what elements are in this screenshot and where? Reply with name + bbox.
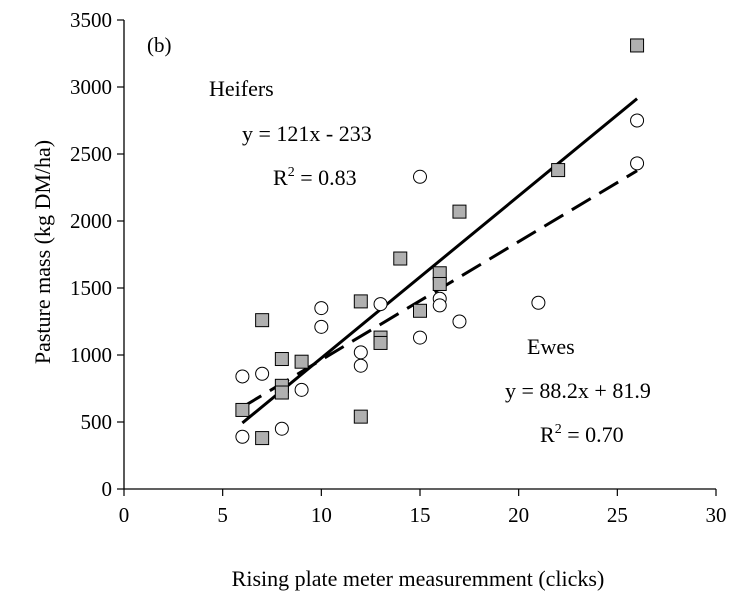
ewes-r2-value: = 0.70 (562, 422, 624, 447)
heifers-equation: y = 121x - 233 (242, 121, 372, 146)
x-tick-label: 0 (119, 503, 130, 527)
point-ewes (314, 301, 329, 316)
y-tick-label: 2500 (70, 142, 112, 166)
y-tick-label: 500 (81, 410, 113, 434)
point-heifers (452, 204, 467, 219)
point-ewes (432, 298, 447, 313)
x-tick-label: 30 (706, 503, 727, 527)
ewes-equation: y = 88.2x + 81.9 (505, 378, 651, 403)
x-axis-title: Rising plate meter measuremment (clicks) (232, 566, 605, 591)
axis-ticks: 0 5 10 15 20 25 30 0 500 1000 1500 2000 2500 3000 3500 (70, 8, 727, 527)
point-ewes (630, 113, 645, 128)
point-heifers (432, 276, 447, 291)
x-tick-label: 5 (217, 503, 228, 527)
y-tick-label: 0 (102, 477, 113, 501)
point-ewes (413, 169, 427, 184)
y-tick-label: 2000 (70, 209, 112, 233)
y-tick-label: 3500 (70, 8, 112, 32)
heifers-r-squared: R2 = 0.83 (273, 165, 357, 190)
fit-lines (241, 97, 639, 425)
point-ewes (255, 366, 270, 381)
heifers-r2-exponent: 2 (288, 165, 295, 180)
ewes-label: Ewes (527, 334, 575, 359)
heifers-r2-prefix: R (273, 165, 288, 190)
x-tick-label: 20 (508, 503, 529, 527)
point-heifers (274, 385, 289, 400)
ewes-r2-exponent: 2 (555, 422, 562, 437)
point-ewes (531, 295, 546, 310)
x-tick-label: 10 (311, 503, 332, 527)
point-heifers (373, 335, 388, 350)
point-ewes (235, 369, 250, 384)
point-ewes (452, 314, 467, 329)
point-heifers (294, 354, 309, 369)
y-axis-title: Pasture mass (kg DM/ha) (30, 140, 55, 364)
x-tick-label: 25 (607, 503, 628, 527)
point-ewes (630, 156, 645, 171)
point-ewes (413, 330, 427, 345)
point-ewes (274, 421, 289, 436)
point-ewes (353, 345, 368, 360)
point-heifers (393, 251, 408, 266)
x-tick-label: 15 (410, 503, 431, 527)
heifers-r2-value: = 0.83 (295, 165, 357, 190)
point-heifers (353, 409, 368, 424)
ewes-r-squared: R2 = 0.70 (540, 422, 624, 447)
point-heifers (413, 303, 427, 318)
point-ewes (373, 297, 388, 312)
y-tick-label: 1500 (70, 276, 112, 300)
point-heifers (255, 313, 270, 328)
y-tick-label: 1000 (70, 343, 112, 367)
point-ewes (353, 358, 368, 373)
point-heifers (274, 352, 289, 367)
panel-label: (b) (147, 33, 172, 57)
point-ewes (294, 382, 309, 397)
point-heifers (255, 431, 270, 446)
y-tick-label: 3000 (70, 75, 112, 99)
heifers-label: Heifers (209, 76, 274, 101)
point-heifers (551, 163, 566, 178)
point-ewes (235, 429, 250, 444)
ewes-r2-prefix: R (540, 422, 555, 447)
fit-line-heifers (241, 97, 639, 425)
point-heifers (353, 294, 368, 309)
point-heifers (235, 402, 250, 417)
point-ewes (314, 319, 329, 334)
data-markers (235, 38, 645, 446)
point-heifers (630, 38, 645, 53)
